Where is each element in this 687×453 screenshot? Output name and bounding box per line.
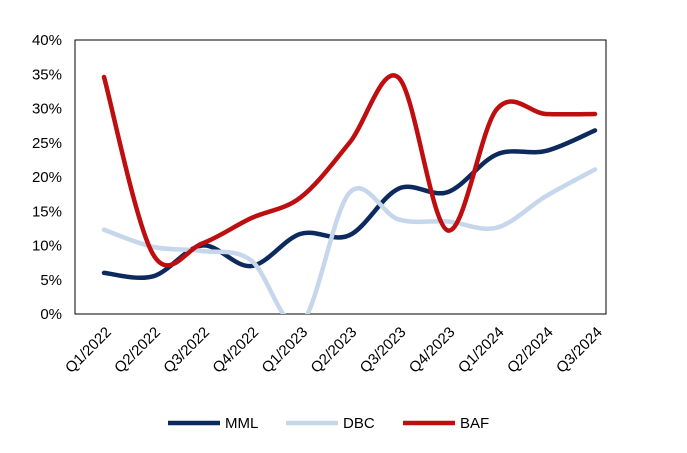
x-tick-label: Q4/2022 <box>209 324 262 377</box>
legend-label-mml: MML <box>225 415 258 432</box>
series-line-dbc <box>101 167 598 314</box>
legend-label-baf: BAF <box>460 415 489 432</box>
x-tick-label: Q3/2022 <box>160 324 213 377</box>
x-tick-label: Q2/2024 <box>504 324 557 377</box>
x-tick-label: Q3/2023 <box>357 324 410 377</box>
x-tick-label: Q3/2024 <box>553 324 606 377</box>
y-tick-label: 10% <box>32 238 62 255</box>
series-line-baf <box>101 73 598 268</box>
y-tick-label: 35% <box>32 66 62 83</box>
series-layer <box>101 73 598 314</box>
x-tick-label: Q1/2024 <box>455 324 508 377</box>
y-axis: 0% 5% 10% 15% 20% 25% 30% 35% 40% <box>32 32 62 323</box>
y-tick-label: 40% <box>32 32 62 49</box>
x-tick-label: Q2/2022 <box>111 324 164 377</box>
x-tick-label: Q1/2022 <box>62 324 115 377</box>
series-line-mml <box>101 128 598 281</box>
x-tick-label: Q4/2023 <box>406 324 459 377</box>
legend: MML DBC BAF <box>168 415 489 432</box>
y-tick-label: 30% <box>32 101 62 118</box>
y-tick-label: 25% <box>32 135 62 152</box>
plot-area-border <box>74 39 607 315</box>
x-axis: Q1/2022Q2/2022Q3/2022Q4/2022Q1/2023Q2/20… <box>62 324 606 377</box>
legend-label-dbc: DBC <box>343 415 375 432</box>
x-tick-label: Q2/2023 <box>308 324 361 377</box>
y-tick-label: 15% <box>32 203 62 220</box>
y-tick-label: 5% <box>40 272 62 289</box>
y-tick-label: 20% <box>32 169 62 186</box>
x-tick-label: Q1/2023 <box>259 324 312 377</box>
y-tick-label: 0% <box>40 306 62 323</box>
